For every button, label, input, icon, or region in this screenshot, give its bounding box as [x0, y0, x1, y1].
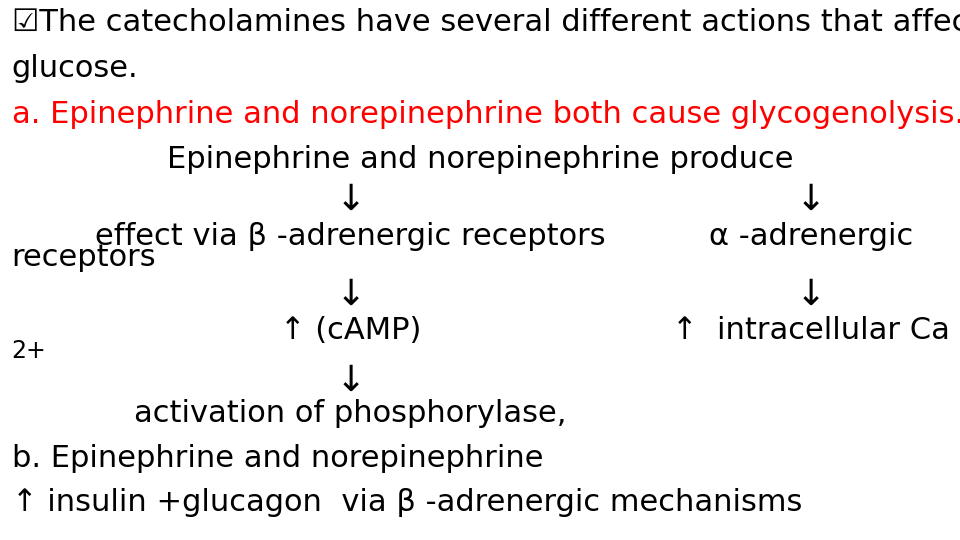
- Text: α -adrenergic: α -adrenergic: [709, 222, 913, 251]
- Text: Epinephrine and norepinephrine produce: Epinephrine and norepinephrine produce: [167, 145, 793, 173]
- Text: ↓: ↓: [335, 183, 366, 217]
- Text: glucose.: glucose.: [12, 54, 138, 83]
- Text: b. Epinephrine and norepinephrine: b. Epinephrine and norepinephrine: [12, 444, 543, 472]
- Text: ↓: ↓: [335, 278, 366, 312]
- Text: ↓: ↓: [796, 183, 827, 217]
- Text: activation of phosphorylase,: activation of phosphorylase,: [134, 399, 566, 428]
- Text: receptors: receptors: [12, 243, 156, 272]
- Text: a. Epinephrine and norepinephrine both cause glycogenolysis.: a. Epinephrine and norepinephrine both c…: [12, 100, 960, 129]
- Text: ↑ (cAMP): ↑ (cAMP): [279, 316, 421, 345]
- Text: ☑The catecholamines have several different actions that affect blood: ☑The catecholamines have several differe…: [12, 8, 960, 37]
- Text: ↓: ↓: [335, 363, 366, 397]
- Text: effect via β -adrenergic receptors: effect via β -adrenergic receptors: [95, 222, 606, 251]
- Text: 2+: 2+: [12, 339, 46, 362]
- Text: ↑  intracellular Ca: ↑ intracellular Ca: [672, 316, 950, 345]
- Text: ↑ insulin +glucagon  via β -adrenergic mechanisms: ↑ insulin +glucagon via β -adrenergic me…: [12, 488, 802, 517]
- Text: ↓: ↓: [796, 278, 827, 312]
